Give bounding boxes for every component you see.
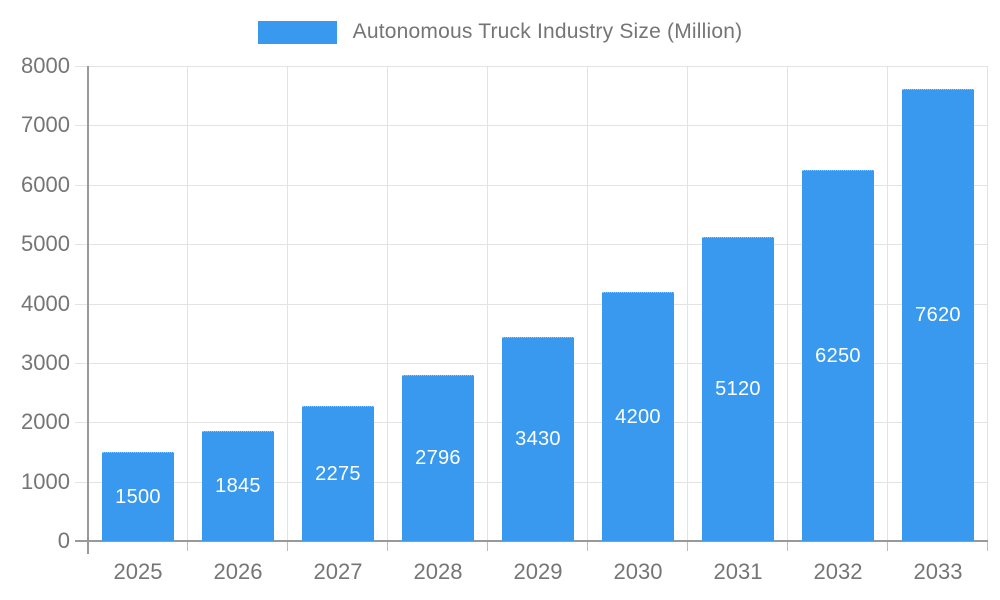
gridline-h-7000 [75, 125, 988, 126]
bar-value-label-2033: 7620 [915, 304, 961, 326]
gridline-h-5000 [75, 244, 988, 245]
legend-item[interactable]: Autonomous Truck Industry Size (Million) [0, 20, 1000, 44]
gridline-v-7 [787, 66, 788, 541]
x-axis-category-label-2025: 2025 [113, 559, 163, 584]
x-axis-tick-3 [387, 542, 388, 551]
bar-2027[interactable]: 2275 [302, 406, 374, 541]
gridline-v-4 [487, 66, 488, 541]
gridline-v-1 [187, 66, 188, 541]
y-axis-tick-label-1000: 1000 [21, 469, 70, 494]
gridline-v-3 [387, 66, 388, 541]
gridline-v-8 [887, 66, 888, 541]
x-axis-category-label-2029: 2029 [513, 559, 563, 584]
gridline-v-5 [587, 66, 588, 541]
bar-2028[interactable]: 2796 [402, 375, 474, 541]
x-axis-category-label-2028: 2028 [413, 559, 463, 584]
legend-label: Autonomous Truck Industry Size (Million) [352, 20, 743, 43]
y-axis-tick-label-3000: 3000 [21, 350, 70, 375]
bar-2030[interactable]: 4200 [602, 292, 674, 541]
x-axis-tick-2 [287, 542, 288, 551]
y-axis-tick-label-2000: 2000 [21, 409, 70, 434]
bar-value-label-2031: 5120 [715, 378, 761, 400]
y-axis-line [87, 66, 89, 554]
x-axis-tick-7 [787, 542, 788, 551]
gridline-v-6 [687, 66, 688, 541]
y-axis-tick-label-4000: 4000 [21, 291, 70, 316]
x-axis-tick-9 [987, 542, 988, 551]
x-axis-category-label-2027: 2027 [313, 559, 363, 584]
bar-value-label-2028: 2796 [415, 447, 461, 469]
x-axis-tick-1 [187, 542, 188, 551]
y-axis-tick-label-6000: 6000 [21, 172, 70, 197]
bar-value-label-2032: 6250 [815, 344, 861, 367]
bar-2026[interactable]: 1845 [202, 431, 274, 541]
x-axis-tick-8 [887, 542, 888, 551]
y-axis-tick-label-5000: 5000 [21, 231, 70, 256]
y-axis-tick-label-0: 0 [57, 528, 70, 553]
y-axis-tick-label-7000: 7000 [21, 112, 70, 137]
bar-2025[interactable]: 1500 [102, 452, 174, 541]
gridline-h-6000 [75, 185, 988, 186]
bar-value-label-2025: 1500 [115, 485, 161, 508]
x-axis-category-label-2030: 2030 [613, 559, 663, 584]
bar-value-label-2027: 2275 [315, 462, 361, 485]
gridline-v-9 [987, 66, 988, 541]
x-axis-category-label-2031: 2031 [713, 559, 763, 584]
y-axis-tick-label-8000: 8000 [21, 53, 70, 78]
x-axis-category-label-2033: 2033 [913, 559, 963, 584]
bar-2032[interactable]: 6250 [802, 170, 874, 541]
gridline-v-2 [287, 66, 288, 541]
bar-value-label-2030: 4200 [615, 405, 661, 428]
bar-2031[interactable]: 5120 [702, 237, 774, 541]
bar-2029[interactable]: 3430 [502, 337, 574, 541]
x-axis-tick-5 [587, 542, 588, 551]
x-axis-tick-6 [687, 542, 688, 551]
x-axis-category-label-2032: 2032 [813, 559, 863, 584]
bar-value-label-2029: 3430 [515, 428, 561, 450]
x-axis-tick-4 [487, 542, 488, 551]
legend-swatch [257, 20, 337, 44]
bar-2033[interactable]: 7620 [902, 89, 974, 541]
gridline-h-8000 [75, 66, 988, 67]
gridline-h-4000 [75, 304, 988, 305]
bar-value-label-2026: 1845 [215, 475, 261, 497]
x-axis-category-label-2026: 2026 [213, 559, 263, 584]
x-axis-line [75, 540, 988, 542]
